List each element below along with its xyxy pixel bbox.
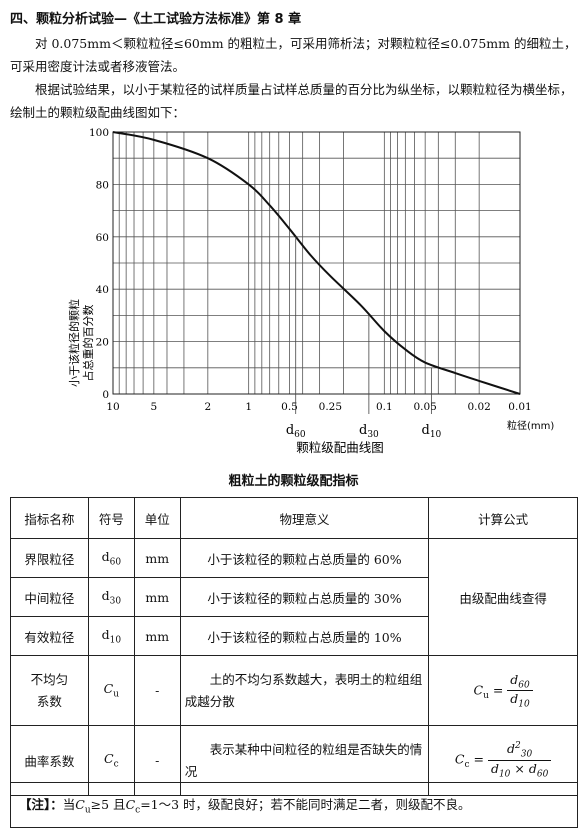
x-tick-label: 0.5 bbox=[281, 401, 298, 413]
marker-label-d60: d60 bbox=[286, 423, 306, 440]
cell-meaning: 土的不均匀系数越大，表明土的粒组组成越分散 bbox=[179, 655, 430, 726]
table-row: 有效粒径 d10 mm 小于该粒径的颗粒占总质量的 10% bbox=[10, 616, 578, 656]
x-tick-label: 0.25 bbox=[319, 401, 342, 413]
cell-unit: - bbox=[133, 725, 181, 796]
cell-symbol: Cu bbox=[87, 655, 135, 726]
cu-fraction: d60 d10 bbox=[507, 672, 533, 710]
cell-unit: mm bbox=[133, 538, 181, 578]
header-symbol: 符号 bbox=[87, 497, 135, 539]
x-tick-label: 10 bbox=[106, 401, 119, 413]
cell-unit: - bbox=[133, 655, 181, 726]
section-heading: 四、颗粒分析试验—《土工试验方法标准》第 8 章 bbox=[10, 12, 302, 27]
table-row: 界限粒径 d60 mm 小于该粒径的颗粒占总质量的 60% 由级配曲线查得 bbox=[10, 538, 578, 656]
x-tick-label: 1 bbox=[245, 401, 252, 413]
y-tick-label: 80 bbox=[96, 179, 109, 191]
marker-label-d10: d10 bbox=[421, 423, 441, 440]
grading-curve-chart: 0 20 40 60 80 100 10 5 2 1 0.5 0.25 0.1 0.05 0.02 0.01… bbox=[67, 127, 554, 455]
x-tick-label: 0.02 bbox=[467, 401, 490, 413]
table-row: 中间粒径 d30 mm 小于该粒径的颗粒占总质量的 30% bbox=[10, 577, 578, 617]
x-tick-label: 0.01 bbox=[508, 401, 531, 413]
cell-name: 有效粒径 bbox=[10, 616, 89, 656]
y-tick-label: 40 bbox=[96, 284, 109, 296]
cell-symbol: d10 bbox=[87, 616, 135, 656]
table-title: 粗粒土的颗粒级配指标 bbox=[228, 474, 359, 489]
x-tick-label: 0.1 bbox=[376, 401, 393, 413]
y-axis-label-line1: 小于该粒径的颗粒 bbox=[67, 299, 81, 387]
x-tick-label: 0.05 bbox=[413, 401, 436, 413]
paragraph-methods: 对 0.075mm＜颗粒粒径≤60mm 的粗粒土，可采用筛析法；对颗粒粒径≤0.… bbox=[10, 36, 577, 74]
y-axis-label-line2: 占总重的百分数 bbox=[81, 305, 95, 382]
cell-formula-shared: 由级配曲线查得 bbox=[428, 538, 578, 656]
grading-index-table: 指标名称 符号 单位 物理意义 计算公式 界限粒径 d60 mm 小于该粒径的颗… bbox=[10, 497, 578, 796]
table-row: 曲率系数 Cc - 表示某种中间粒径的粒组是否缺失的情况 Cc = d230 d… bbox=[10, 725, 578, 796]
cell-unit: mm bbox=[133, 577, 181, 617]
marker-label-d30: d30 bbox=[359, 423, 379, 440]
cell-name: 曲率系数 bbox=[10, 725, 89, 796]
x-axis-label: 粒径(mm) bbox=[507, 419, 554, 432]
cell-unit: mm bbox=[133, 616, 181, 656]
y-tick-labels: 0 20 40 60 80 100 bbox=[89, 127, 109, 401]
note-prefix: 【注】： bbox=[19, 797, 63, 812]
paragraph-plot-description: 根据试验结果，以小于某粒径的试样质量占试样总质量的百分比为纵坐标，以颗粒粒径为横… bbox=[10, 82, 573, 120]
cell-formula-cc: Cc = d230 d10 × d60 bbox=[428, 725, 578, 796]
grading-curve-line bbox=[112, 131, 521, 395]
header-name: 指标名称 bbox=[10, 497, 89, 539]
cell-name: 中间粒径 bbox=[10, 577, 89, 617]
x-tick-labels: 10 5 2 1 0.5 0.25 0.1 0.05 0.02 0.01 bbox=[106, 401, 531, 413]
x-tick-label: 2 bbox=[204, 401, 211, 413]
plot-frame bbox=[112, 131, 521, 395]
cell-name: 不均匀 系数 bbox=[10, 655, 89, 726]
header-meaning: 物理意义 bbox=[179, 497, 430, 539]
y-tick-label: 0 bbox=[102, 389, 109, 401]
x-tick-label: 5 bbox=[150, 401, 157, 413]
cell-name: 界限粒径 bbox=[10, 538, 89, 578]
cell-meaning: 小于该粒径的颗粒占总质量的 60% bbox=[179, 538, 430, 578]
table-header-row: 指标名称 符号 单位 物理意义 计算公式 bbox=[10, 497, 578, 539]
cell-meaning: 小于该粒径的颗粒占总质量的 10% bbox=[179, 616, 430, 656]
cell-meaning: 小于该粒径的颗粒占总质量的 30% bbox=[179, 577, 430, 617]
table-row: 不均匀 系数 Cu - 土的不均匀系数越大，表明土的粒组组成越分散 Cu = d6… bbox=[10, 655, 578, 726]
cell-symbol: d60 bbox=[87, 538, 135, 578]
cell-formula-cu: Cu = d60 d10 bbox=[428, 655, 578, 726]
y-tick-label: 60 bbox=[96, 232, 109, 244]
chart-grid bbox=[113, 132, 520, 394]
y-tick-label: 100 bbox=[89, 127, 109, 139]
y-tick-label: 20 bbox=[96, 337, 109, 349]
cc-fraction: d230 d10 × d60 bbox=[487, 741, 552, 780]
cell-symbol: Cc bbox=[87, 725, 135, 796]
d-markers: d60 d30 d10 bbox=[286, 236, 442, 440]
chart-caption: 颗粒级配曲线图 bbox=[296, 440, 384, 455]
header-formula: 计算公式 bbox=[428, 497, 578, 539]
note-box: 【注】：当Cu≥5 且Cc=1～3 时，级配良好；若不能同时满足二者，则级配不良… bbox=[10, 782, 578, 828]
cell-meaning: 表示某种中间粒径的粒组是否缺失的情况 bbox=[179, 725, 430, 796]
header-unit: 单位 bbox=[133, 497, 181, 539]
cell-symbol: d30 bbox=[87, 577, 135, 617]
